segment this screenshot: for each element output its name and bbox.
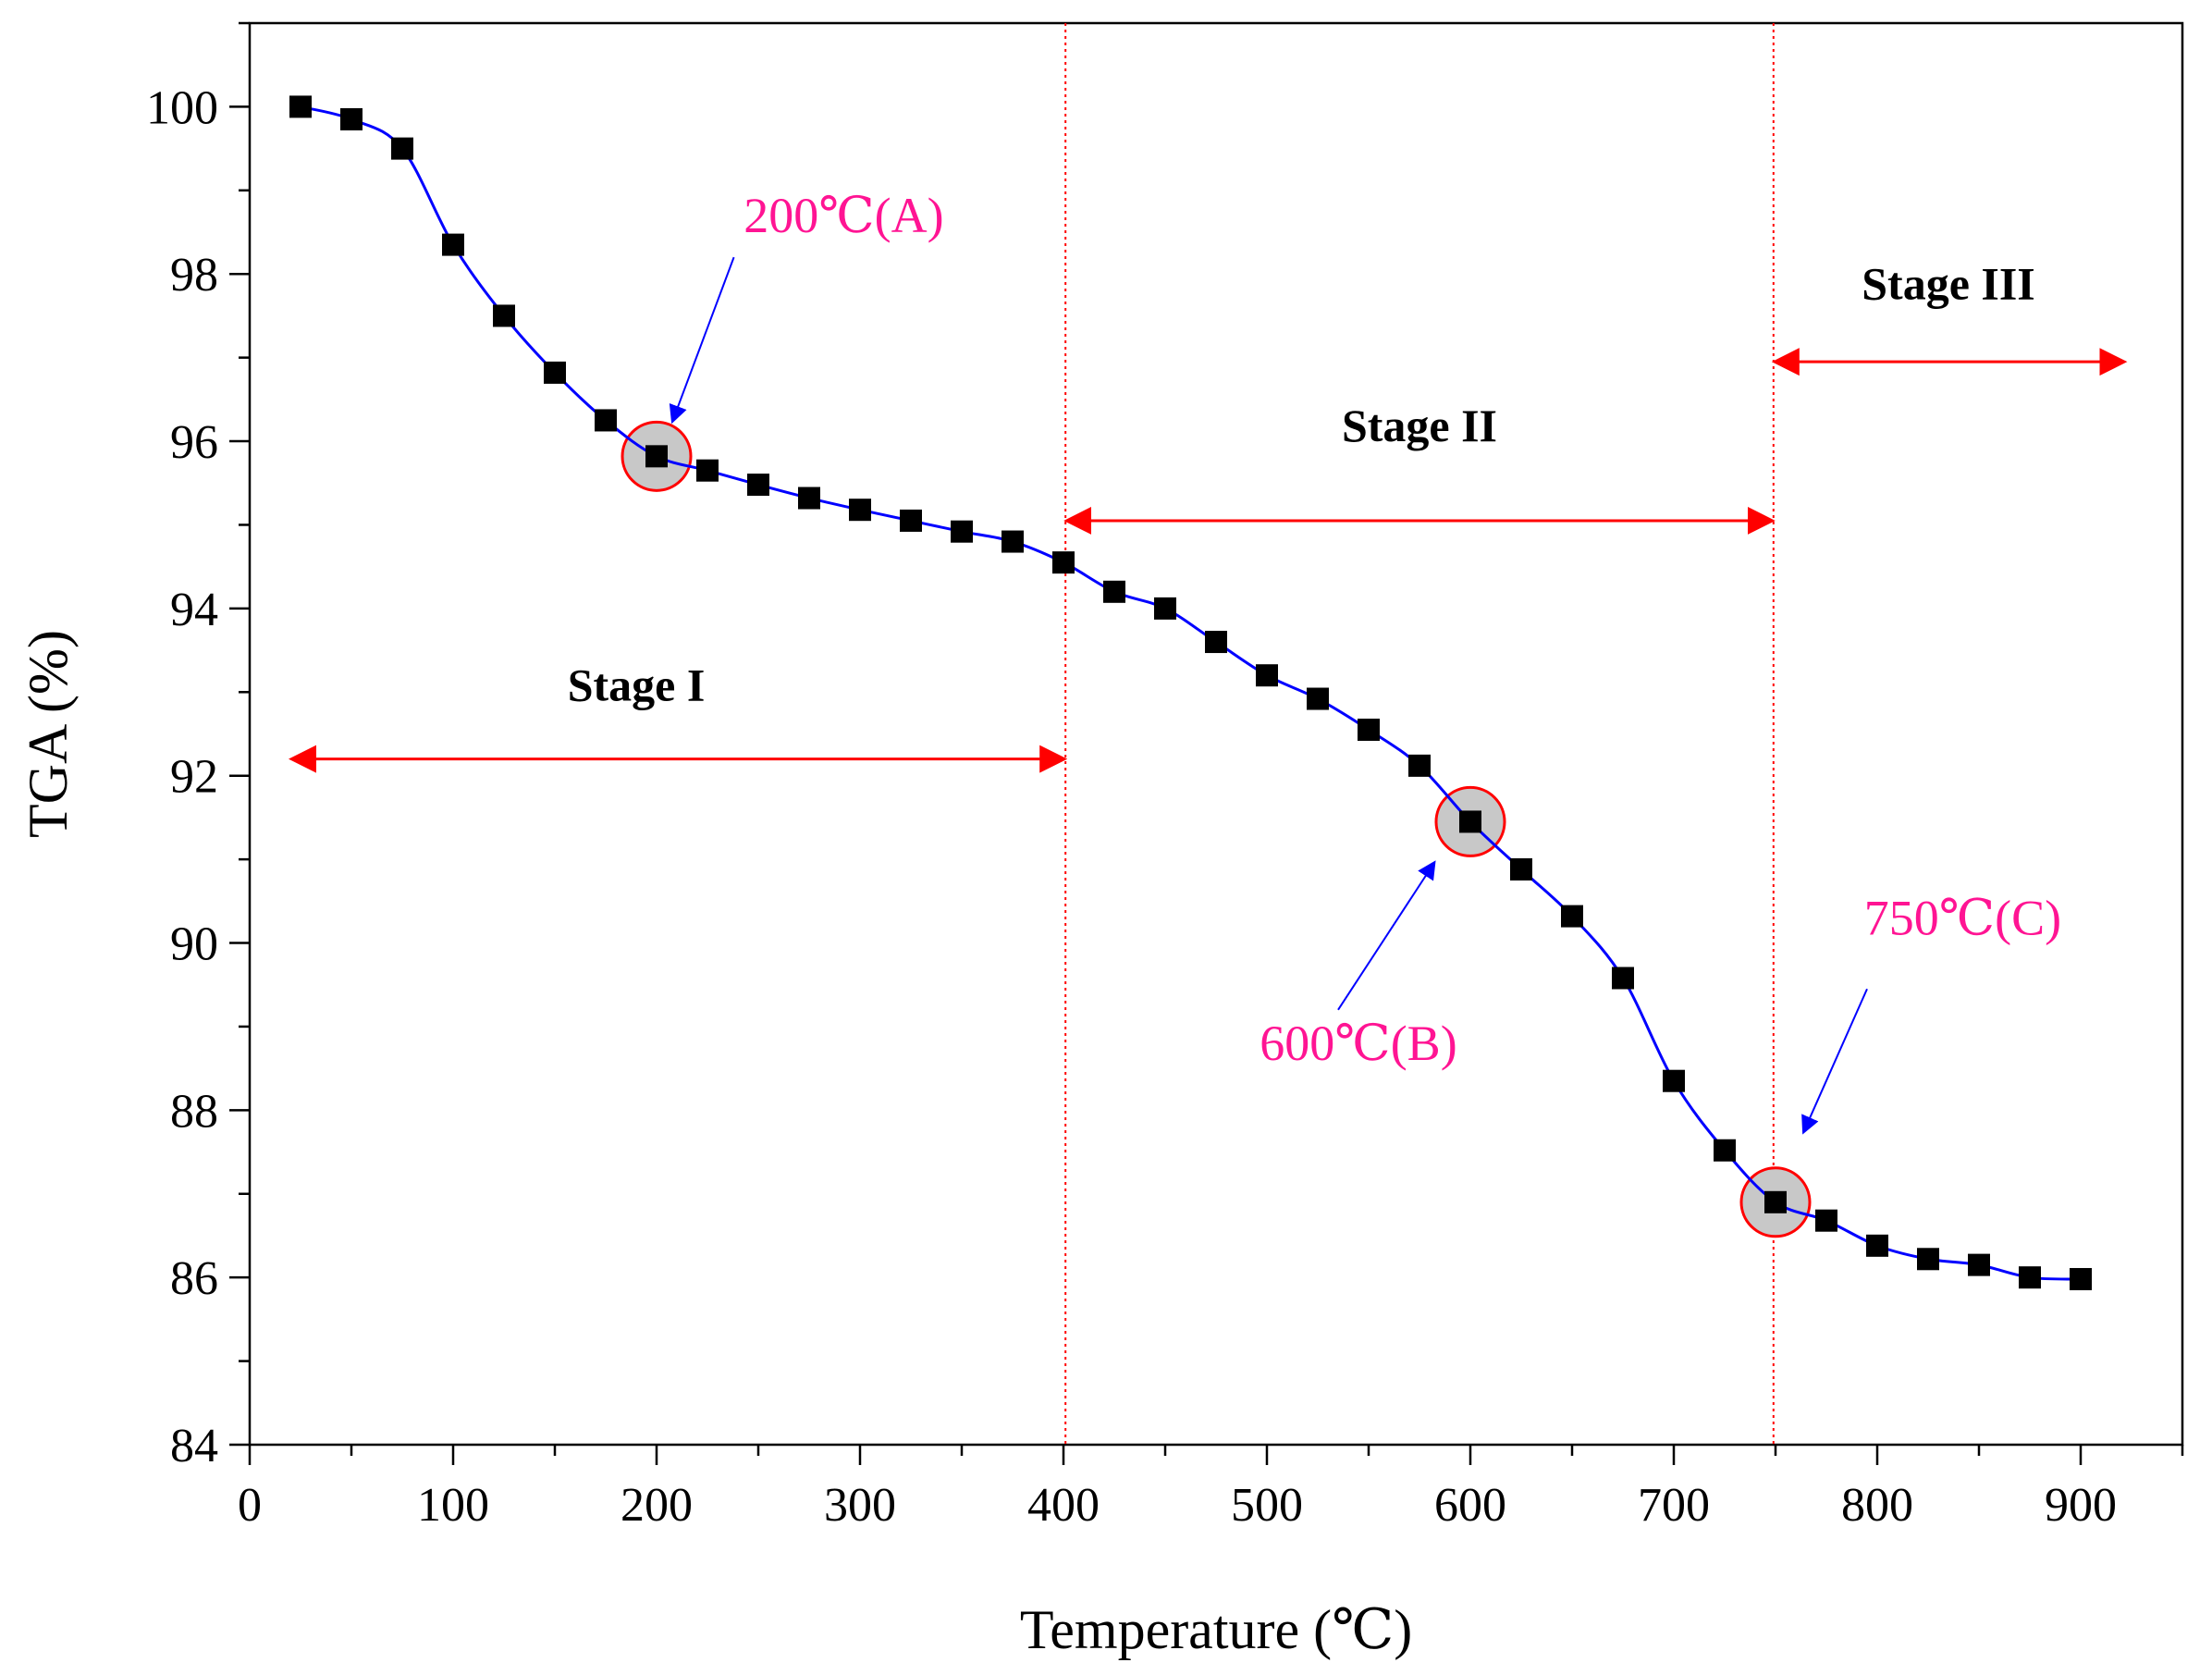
highlight-circles — [621, 420, 1812, 1238]
x-tick-label: 900 — [2045, 1479, 2117, 1532]
y-tick-label: 88 — [170, 1085, 218, 1138]
data-point-marker — [798, 486, 820, 510]
data-points — [289, 95, 2092, 1290]
y-tick-label: 96 — [170, 416, 218, 469]
x-tick-label: 400 — [1027, 1479, 1100, 1532]
data-point-marker — [1815, 1209, 1837, 1232]
data-point-marker — [1459, 810, 1481, 833]
x-tick-label: 0 — [238, 1479, 262, 1532]
data-point-marker — [645, 445, 668, 468]
data-point-marker — [696, 459, 719, 482]
data-point-marker — [340, 107, 363, 130]
x-tick-label: 600 — [1434, 1479, 1506, 1532]
stage-label: Stage III — [1862, 257, 2035, 309]
data-point-marker — [2019, 1266, 2041, 1289]
annotations: 200℃(A) 600℃(B) 750℃(C) — [669, 188, 2061, 1135]
data-point-marker — [544, 361, 566, 384]
x-tick-label: 300 — [824, 1479, 896, 1532]
callout-arrow — [669, 256, 735, 425]
stage-arrows: Stage I Stage II Stage III — [289, 257, 2128, 773]
data-point-marker — [1663, 1069, 1685, 1092]
data-point-marker — [595, 409, 617, 432]
data-point-marker — [1764, 1190, 1787, 1213]
data-point-marker — [1408, 754, 1431, 777]
stage-label: Stage I — [568, 659, 706, 710]
y-tick-label: 100 — [146, 81, 218, 134]
data-point-marker — [1205, 631, 1227, 654]
data-point-marker — [1561, 905, 1583, 928]
data-point-marker — [951, 520, 973, 543]
callout-label: 750℃(C) — [1864, 890, 2061, 945]
data-point-marker — [849, 499, 871, 522]
y-tick-label: 90 — [170, 918, 218, 971]
callout-label: 200℃(A) — [743, 188, 943, 243]
data-point-marker — [1154, 597, 1176, 620]
stage-boundaries — [1064, 23, 1775, 1445]
data-point-marker — [1968, 1253, 1990, 1276]
data-point-marker — [1714, 1139, 1736, 1162]
data-point-marker — [1103, 580, 1125, 603]
y-axis-title: TGA (%) — [18, 630, 79, 838]
callout-label: 600℃(B) — [1260, 1016, 1456, 1071]
data-point-marker — [1612, 967, 1634, 990]
plot-frame — [248, 21, 2184, 1447]
callout-arrow — [1801, 988, 1868, 1135]
data-point-marker — [1052, 551, 1075, 574]
y-tick-label: 84 — [170, 1420, 218, 1472]
callout-arrow — [1337, 860, 1436, 1011]
data-point-marker — [2070, 1267, 2092, 1290]
x-tick-label: 100 — [417, 1479, 489, 1532]
data-point-marker — [1256, 664, 1278, 687]
data-point-marker — [900, 509, 922, 532]
data-point-marker — [1002, 530, 1024, 553]
x-tick-label: 500 — [1231, 1479, 1303, 1532]
y-tick-label: 92 — [170, 751, 218, 804]
stage-label: Stage II — [1342, 400, 1497, 451]
data-point-marker — [747, 474, 769, 497]
x-tick-label: 200 — [621, 1479, 693, 1532]
data-point-marker — [289, 95, 312, 118]
data-point-marker — [1866, 1234, 1888, 1257]
y-axis-ticks: 84 86 88 90 92 94 96 98 100 — [146, 21, 250, 1472]
data-point-marker — [1917, 1248, 1939, 1271]
x-axis-title: Temperature (℃) — [1020, 1599, 1412, 1660]
data-point-marker — [493, 304, 515, 327]
x-tick-label: 700 — [1638, 1479, 1710, 1532]
data-point-marker — [442, 233, 464, 256]
y-tick-label: 86 — [170, 1252, 218, 1305]
x-axis-ticks: 0 100 200 300 400 500 600 700 800 900 — [238, 1445, 2184, 1532]
x-tick-label: 800 — [1841, 1479, 1913, 1532]
data-point-marker — [391, 137, 413, 160]
data-point-marker — [1358, 718, 1380, 741]
y-tick-label: 98 — [170, 249, 218, 302]
data-point-marker — [1307, 687, 1329, 710]
plot-border — [248, 21, 2184, 1447]
y-tick-label: 94 — [170, 584, 218, 636]
data-point-marker — [1510, 857, 1532, 881]
